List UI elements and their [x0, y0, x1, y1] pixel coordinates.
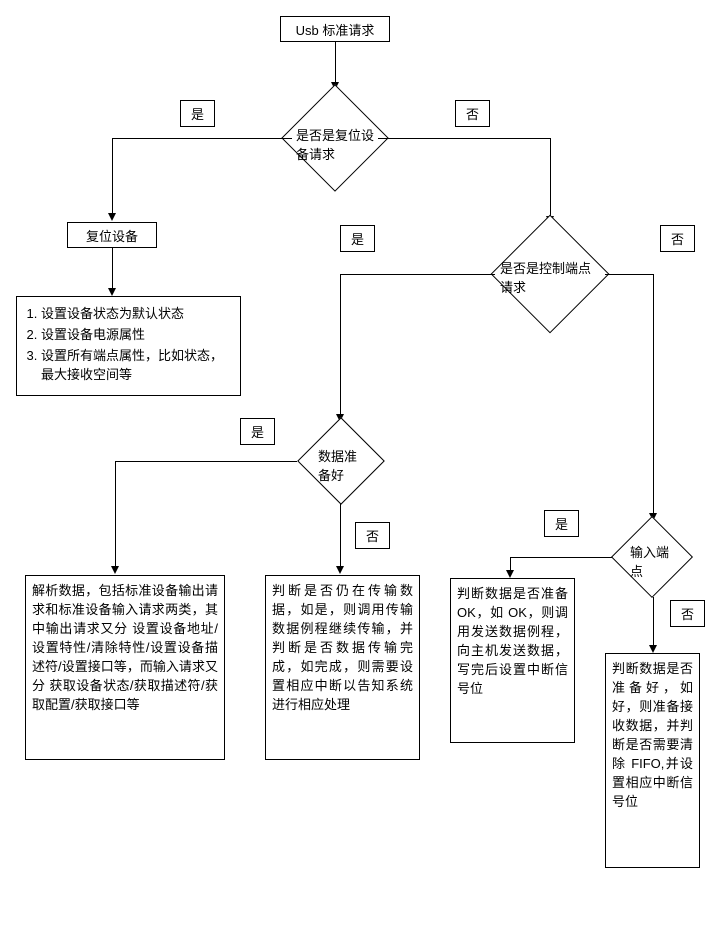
p3-node: 判断数据是否准备 OK，如 OK，则调用发送数据例程，向主机发送数据，写完后设置…	[450, 578, 575, 743]
d2-no-label: 否	[660, 225, 695, 252]
line-d4-left	[510, 557, 612, 558]
d4-text: 输入端 点	[630, 542, 685, 580]
line-d3-left	[115, 461, 297, 462]
start-text: Usb 标准请求	[296, 20, 375, 39]
d1-no-label: 否	[455, 100, 490, 127]
start-node: Usb 标准请求	[280, 16, 390, 42]
reset-step-3: 设置所有端点属性，比如状态，最大接收空间等	[41, 345, 234, 383]
p4-text: 判断数据是否准备好，如好，则准备接收数据，并判断是否需要清除 FIFO,并设置相…	[612, 658, 693, 810]
line-d1-right	[378, 138, 550, 139]
arrow-d4-p4	[649, 645, 657, 653]
arrow-head-reset-steps	[108, 288, 116, 296]
line-d2-right-down	[653, 274, 654, 514]
line-d1-right-down	[550, 138, 551, 216]
line-d1-left-down	[112, 138, 113, 213]
d1-text: 是否是复位设 备请求	[296, 125, 386, 163]
line-d1-left	[112, 138, 292, 139]
line-d2-right	[605, 274, 653, 275]
reset-step-1: 设置设备状态为默认状态	[41, 303, 234, 322]
arrow-start-d1	[335, 42, 336, 82]
reset-step-2: 设置设备电源属性	[41, 324, 234, 343]
d4-yes-label: 是	[544, 510, 579, 537]
d2-text: 是否是控制端点 请求	[500, 258, 610, 296]
reset-node: 复位设备	[67, 222, 157, 248]
d3-no-label: 否	[355, 522, 390, 549]
line-d2-left-down	[340, 274, 341, 414]
line-d3-left-down	[115, 461, 116, 566]
d1-yes-label: 是	[180, 100, 215, 127]
d2-yes-label: 是	[340, 225, 375, 252]
reset-text: 复位设备	[86, 226, 138, 245]
p2-node: 判断是否仍在传输数据，如是，则调用传输数据例程继续传输，并判断是否数据传输完成，…	[265, 575, 420, 760]
reset-steps-node: 设置设备状态为默认状态 设置设备电源属性 设置所有端点属性，比如状态，最大接收空…	[16, 296, 241, 396]
arrow-reset-steps	[112, 248, 113, 288]
line-d3-down	[340, 504, 341, 566]
p1-node: 解析数据，包括标准设备输出请求和标准设备输入请求两类，其中输出请求又分 设置设备…	[25, 575, 225, 760]
line-d2-left	[340, 274, 495, 275]
arrow-d3-p1	[111, 566, 119, 574]
arrow-d1-reset	[108, 213, 116, 221]
arrow-d3-p2	[336, 566, 344, 574]
line-d4-down	[653, 597, 654, 645]
arrow-d4-p3	[506, 570, 514, 578]
d4-no-label: 否	[670, 600, 705, 627]
p2-text: 判断是否仍在传输数据，如是，则调用传输数据例程继续传输，并判断是否数据传输完成，…	[272, 580, 413, 713]
p4-node: 判断数据是否准备好，如好，则准备接收数据，并判断是否需要清除 FIFO,并设置相…	[605, 653, 700, 868]
d3-text: 数据准 备好	[318, 446, 373, 484]
p1-text: 解析数据，包括标准设备输出请求和标准设备输入请求两类，其中输出请求又分 设置设备…	[32, 580, 218, 713]
line-d4-left-down	[510, 557, 511, 570]
d3-yes-label: 是	[240, 418, 275, 445]
p3-text: 判断数据是否准备 OK，如 OK，则调用发送数据例程，向主机发送数据，写完后设置…	[457, 583, 568, 697]
reset-steps-list: 设置设备状态为默认状态 设置设备电源属性 设置所有端点属性，比如状态，最大接收空…	[23, 301, 234, 385]
